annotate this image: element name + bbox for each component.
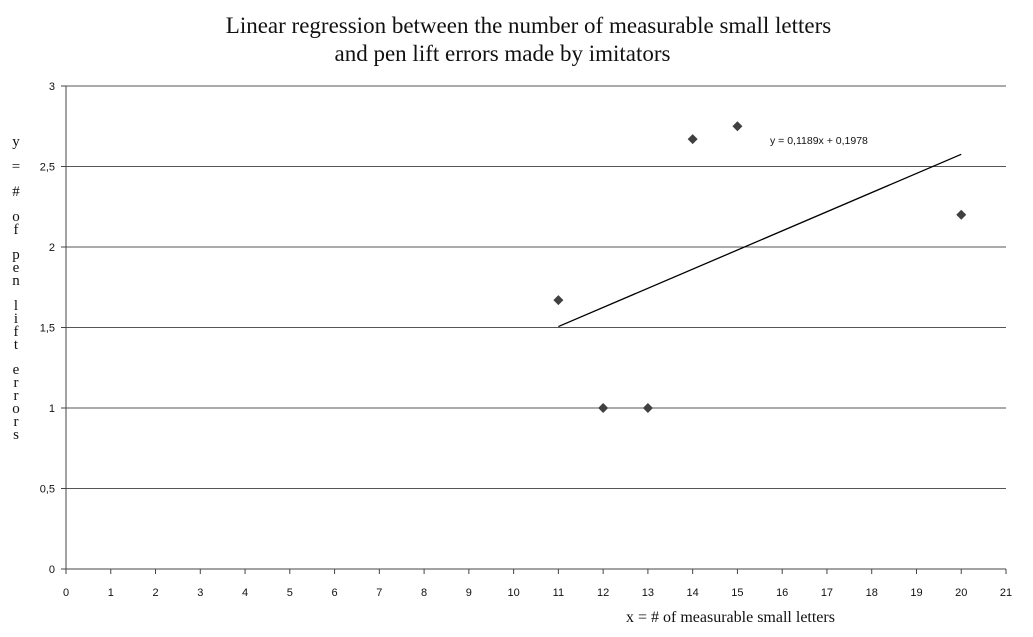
x-tick-label: 2 [152,587,158,599]
y-axis-label-char: y [12,134,20,150]
y-axis-label-char: f [14,222,19,238]
y-axis-label-char: = [12,159,20,175]
y-tick-label: 1,5 [40,323,55,335]
y-tick-label: 1 [49,403,55,415]
x-tick-label: 20 [955,587,967,599]
y-axis-label-char: i [14,311,18,327]
x-tick-label: 10 [507,587,519,599]
data-point [732,121,743,132]
x-axis-label: x = # of measurable small letters [626,609,835,626]
x-tick-label: 21 [1000,587,1012,599]
x-tick-label: 13 [642,587,654,599]
y-axis-label-char: p [12,247,20,263]
y-axis-label-char: r [14,388,19,404]
x-tick-label: 0 [63,587,69,599]
x-tick-label: 5 [287,587,293,599]
y-tick-label: 2,5 [40,162,55,174]
x-tick-label: 3 [197,587,203,599]
data-points [553,121,967,413]
trendline-equation-label: y = 0,1189x + 0,1978 [770,135,868,147]
y-tick-label: 2 [49,242,55,254]
y-tick-label: 0,5 [40,484,55,496]
y-tick-label: 0 [49,564,55,576]
x-tick-label: 19 [910,587,922,599]
y-axis-label-char: l [14,298,18,314]
x-tick-label: 9 [466,587,472,599]
x-tick-label: 6 [332,587,338,599]
x-tick-label: 18 [866,587,878,599]
y-axis-label-char: e [13,260,20,276]
x-tick-label: 14 [687,587,699,599]
y-axis-label-char: o [12,209,20,225]
data-point [642,403,653,413]
y-axis-label-char: r [14,414,19,430]
y-axis-label-char: t [14,337,19,353]
y-axis-label-char: # [12,184,20,200]
trendline [558,153,962,328]
x-axis-ticks: 0 1 2 3 4 5 6 7 8 9 10 11 12 13 14 15 16 17 18 19 20 21 [63,569,1012,599]
x-tick-label: 4 [242,587,248,599]
x-tick-label: 17 [821,587,833,599]
data-point [598,403,609,413]
x-tick-label: 16 [776,587,788,599]
data-point [956,209,967,220]
trendline-group [558,153,962,328]
x-tick-label: 7 [376,587,382,599]
y-tick-label: 3 [49,81,55,93]
y-axis-label-char: r [14,375,19,391]
chart-title-line-2: and pen lift errors made by imitators [334,41,671,66]
chart-title-line-1: Linear regression between the number of … [225,13,832,38]
x-tick-label: 15 [731,587,743,599]
y-axis-label-char: n [12,273,20,289]
y-axis-label-char: f [14,324,19,340]
gridlines [66,85,1006,489]
data-point [553,295,564,306]
x-tick-label: 12 [597,587,609,599]
y-axis-label-char: o [12,401,20,417]
data-point [687,134,698,145]
y-axis-ticks: 0 0,5 1 1,5 2 2,5 3 [40,81,66,576]
x-tick-label: 8 [421,587,427,599]
x-tick-label: 11 [553,587,564,599]
x-tick-label: 1 [108,587,114,599]
y-axis-label-char: e [13,362,20,378]
y-axis-label-char: s [13,427,19,443]
